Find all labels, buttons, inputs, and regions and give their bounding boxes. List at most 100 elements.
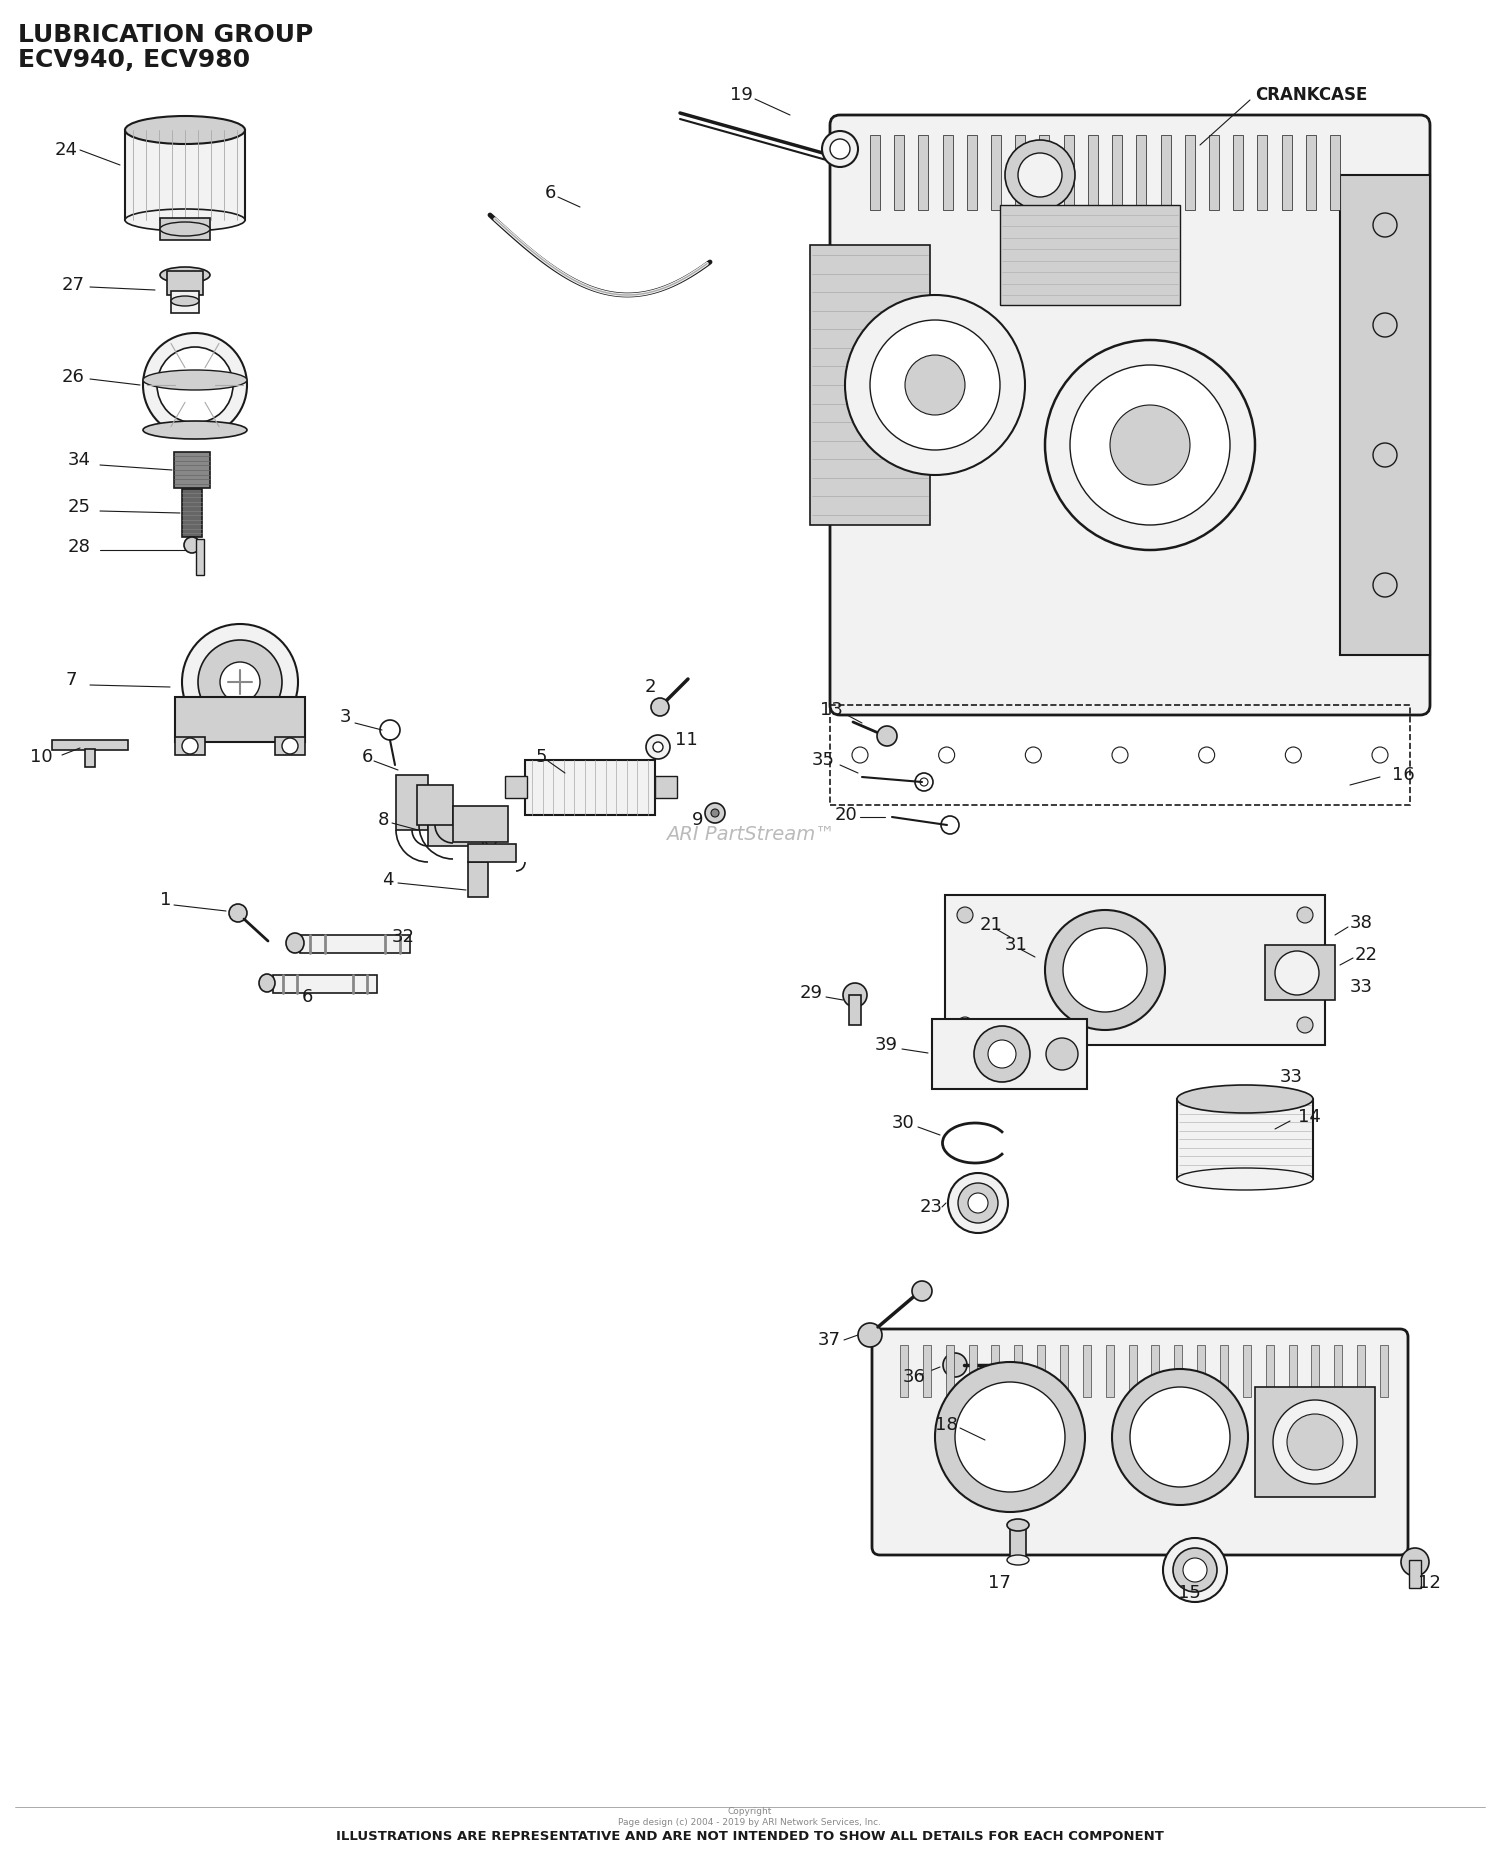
Bar <box>453 807 509 842</box>
Bar <box>1266 1345 1274 1397</box>
Ellipse shape <box>1007 1554 1029 1566</box>
Bar <box>830 705 1410 805</box>
Circle shape <box>870 321 1000 451</box>
Bar <box>274 736 304 755</box>
Bar <box>932 1018 1088 1089</box>
Text: 6: 6 <box>362 748 374 766</box>
Bar <box>992 135 1000 210</box>
Bar <box>1106 1345 1113 1397</box>
Circle shape <box>1130 1388 1230 1488</box>
Bar <box>171 291 200 313</box>
Text: 39: 39 <box>874 1035 898 1054</box>
Text: 14: 14 <box>1298 1107 1322 1126</box>
Bar <box>124 130 244 221</box>
Text: 2: 2 <box>645 677 657 696</box>
Bar <box>1000 206 1180 304</box>
Bar <box>969 1345 976 1397</box>
Bar <box>942 135 952 210</box>
Text: 4: 4 <box>382 872 393 889</box>
Bar <box>894 135 904 210</box>
Text: 17: 17 <box>988 1575 1011 1592</box>
Bar <box>1330 135 1340 210</box>
Bar <box>1083 1345 1090 1397</box>
Circle shape <box>1372 573 1396 597</box>
Circle shape <box>934 1362 1084 1512</box>
Text: 3: 3 <box>340 709 351 725</box>
Circle shape <box>230 903 248 922</box>
Bar <box>1197 1345 1204 1397</box>
Text: 1: 1 <box>160 890 171 909</box>
Bar <box>1220 1345 1228 1397</box>
Bar <box>1380 1345 1388 1397</box>
Text: 24: 24 <box>56 141 78 160</box>
Bar <box>273 976 376 992</box>
Bar <box>1137 135 1146 210</box>
Bar <box>396 775 427 829</box>
Text: 36: 36 <box>903 1367 926 1386</box>
Text: 37: 37 <box>818 1332 842 1349</box>
Circle shape <box>904 354 964 416</box>
Ellipse shape <box>124 117 244 145</box>
Bar <box>1306 135 1316 210</box>
Circle shape <box>988 1041 1016 1068</box>
Bar <box>945 894 1324 1044</box>
Circle shape <box>974 1026 1030 1081</box>
Text: 15: 15 <box>1178 1584 1202 1603</box>
Bar <box>160 219 210 239</box>
Text: 19: 19 <box>730 85 753 104</box>
Circle shape <box>1275 952 1318 994</box>
Bar <box>1281 135 1292 210</box>
Circle shape <box>858 1323 882 1347</box>
Bar <box>1174 1345 1182 1397</box>
Bar <box>182 490 203 536</box>
Text: CRANKCASE: CRANKCASE <box>1256 85 1368 104</box>
Text: 26: 26 <box>62 367 86 386</box>
Bar <box>1040 135 1050 210</box>
Ellipse shape <box>160 267 210 284</box>
Text: 11: 11 <box>675 731 698 749</box>
Circle shape <box>1046 1039 1078 1070</box>
FancyBboxPatch shape <box>871 1328 1408 1554</box>
Bar <box>1185 135 1194 210</box>
Text: 21: 21 <box>980 916 1004 935</box>
Circle shape <box>822 132 858 167</box>
Bar <box>1244 1345 1251 1397</box>
Bar <box>427 814 483 846</box>
Text: ARI PartStream™: ARI PartStream™ <box>666 825 834 844</box>
Circle shape <box>944 1352 968 1376</box>
Circle shape <box>1401 1549 1429 1577</box>
Circle shape <box>646 735 670 759</box>
Circle shape <box>1287 1414 1342 1469</box>
Circle shape <box>282 738 298 753</box>
Bar <box>656 775 676 798</box>
Circle shape <box>1173 1549 1216 1592</box>
Text: 23: 23 <box>920 1198 944 1217</box>
Bar <box>1010 1525 1026 1560</box>
Bar <box>1088 135 1098 210</box>
Bar <box>1264 944 1335 1000</box>
Bar <box>468 863 488 898</box>
Bar <box>1128 1345 1137 1397</box>
Circle shape <box>1070 365 1230 525</box>
Text: 18: 18 <box>934 1415 957 1434</box>
Circle shape <box>1046 911 1166 1030</box>
Ellipse shape <box>483 814 500 846</box>
Circle shape <box>844 295 1024 475</box>
Text: 9: 9 <box>692 811 703 829</box>
Circle shape <box>968 1193 988 1213</box>
Circle shape <box>843 983 867 1007</box>
Circle shape <box>182 738 198 753</box>
Bar <box>86 749 94 766</box>
Bar <box>1016 135 1026 210</box>
FancyBboxPatch shape <box>830 115 1430 714</box>
Circle shape <box>1046 339 1256 549</box>
Text: 6: 6 <box>302 989 313 1005</box>
Circle shape <box>1274 1401 1358 1484</box>
Circle shape <box>1298 907 1312 924</box>
Bar <box>417 785 453 825</box>
Circle shape <box>142 334 248 438</box>
Text: 30: 30 <box>892 1115 915 1132</box>
Bar <box>918 135 928 210</box>
Ellipse shape <box>142 421 248 440</box>
Circle shape <box>1372 313 1396 338</box>
